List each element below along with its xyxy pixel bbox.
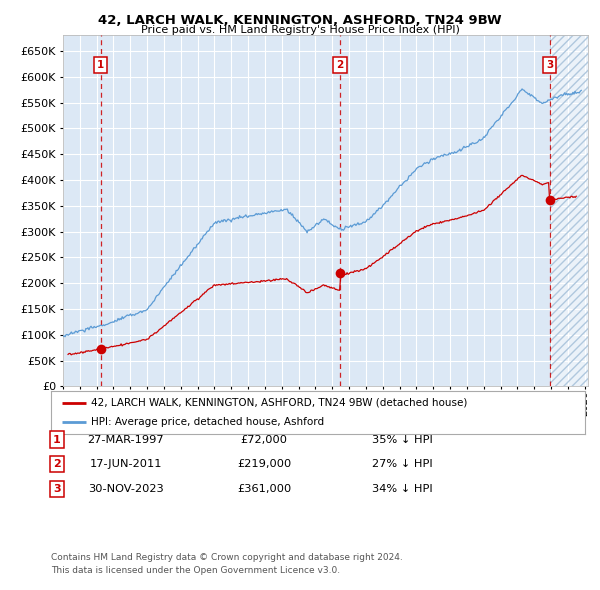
Text: 17-JUN-2011: 17-JUN-2011 — [90, 460, 162, 469]
Text: 30-NOV-2023: 30-NOV-2023 — [88, 484, 164, 494]
Text: 1: 1 — [53, 435, 61, 444]
Text: £72,000: £72,000 — [241, 435, 287, 444]
Text: Contains HM Land Registry data © Crown copyright and database right 2024.: Contains HM Land Registry data © Crown c… — [51, 553, 403, 562]
Text: This data is licensed under the Open Government Licence v3.0.: This data is licensed under the Open Gov… — [51, 566, 340, 575]
Text: 27% ↓ HPI: 27% ↓ HPI — [371, 460, 433, 469]
Text: 27-MAR-1997: 27-MAR-1997 — [88, 435, 164, 444]
Text: Price paid vs. HM Land Registry's House Price Index (HPI): Price paid vs. HM Land Registry's House … — [140, 25, 460, 35]
Text: 35% ↓ HPI: 35% ↓ HPI — [371, 435, 433, 444]
Text: 42, LARCH WALK, KENNINGTON, ASHFORD, TN24 9BW: 42, LARCH WALK, KENNINGTON, ASHFORD, TN2… — [98, 14, 502, 27]
Text: 3: 3 — [546, 60, 553, 70]
Text: 2: 2 — [337, 60, 344, 70]
Text: 3: 3 — [53, 484, 61, 494]
Text: £361,000: £361,000 — [237, 484, 291, 494]
Text: 1: 1 — [97, 60, 104, 70]
Text: 34% ↓ HPI: 34% ↓ HPI — [371, 484, 433, 494]
Text: HPI: Average price, detached house, Ashford: HPI: Average price, detached house, Ashf… — [91, 417, 324, 427]
Text: 2: 2 — [53, 460, 61, 469]
Text: 42, LARCH WALK, KENNINGTON, ASHFORD, TN24 9BW (detached house): 42, LARCH WALK, KENNINGTON, ASHFORD, TN2… — [91, 398, 467, 408]
Text: £219,000: £219,000 — [237, 460, 291, 469]
